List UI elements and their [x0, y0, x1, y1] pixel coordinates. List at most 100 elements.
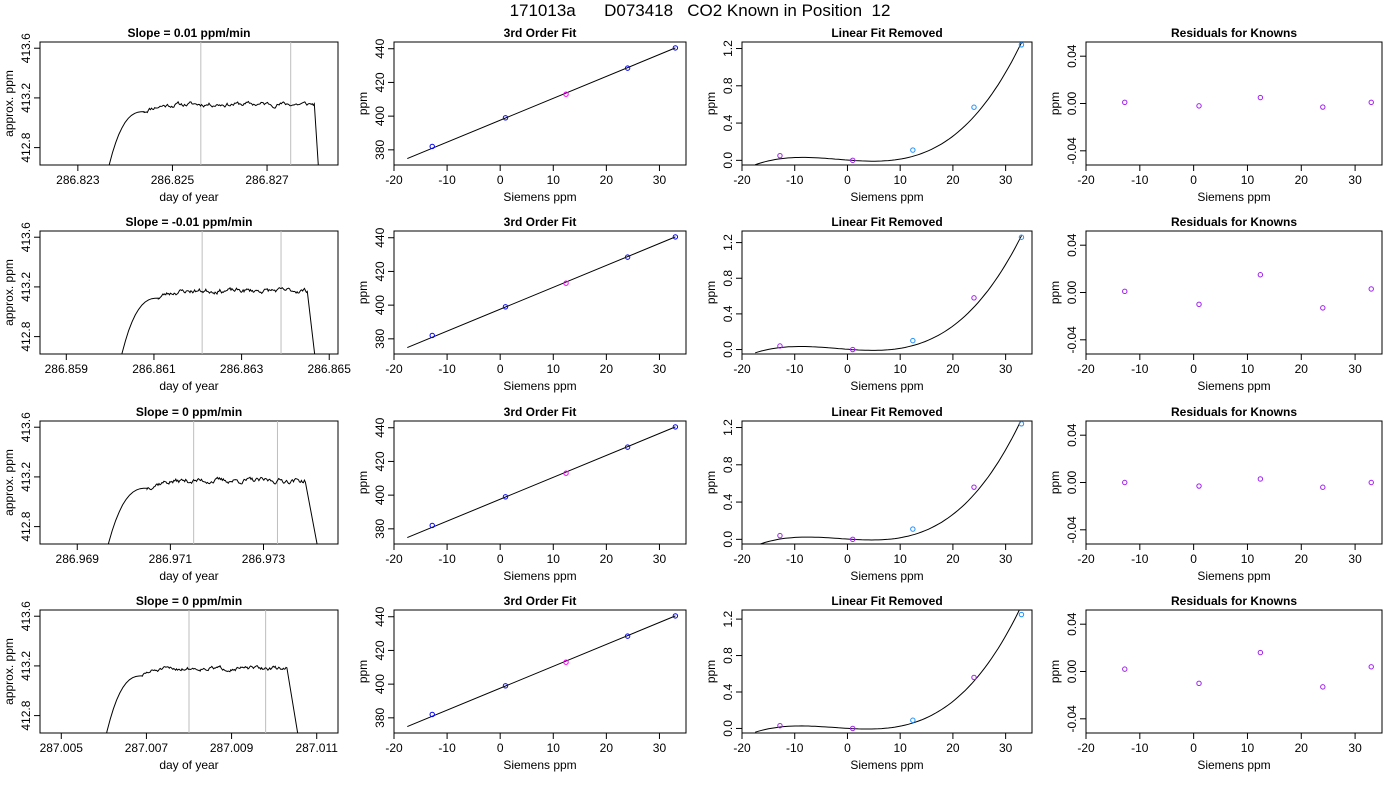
fit-curve	[755, 610, 1020, 733]
x-tick-label: 30	[1348, 741, 1362, 755]
x-tick-label: -20	[1077, 173, 1095, 187]
plot-frame	[1085, 41, 1383, 166]
x-tick-label: 10	[1241, 741, 1255, 755]
data-point	[624, 633, 631, 639]
data-point	[910, 147, 916, 153]
x-tick-label: 10	[1241, 173, 1255, 187]
plot-data	[106, 610, 299, 733]
x-tick-label: -10	[1131, 173, 1149, 187]
panel-r2-c3: Residuals for Knowns -20 -10 0 10 20 30 Siemens…	[1048, 405, 1383, 583]
x-tick-label: 286.859	[45, 362, 89, 376]
data-point	[672, 613, 679, 619]
y-tick-label: 0.4	[721, 114, 735, 131]
x-tick-label: 286.861	[132, 362, 176, 376]
y-tick-label: 0.0	[721, 531, 735, 548]
x-tick-label: -20	[385, 741, 403, 755]
panel-title: 3rd Order Fit	[504, 405, 577, 419]
plot-frame	[39, 420, 339, 545]
x-axis-label: Siemens ppm	[1197, 569, 1270, 583]
data-point	[1122, 99, 1128, 106]
x-tick-label: 10	[547, 362, 561, 376]
y-tick-label: 413.6	[19, 412, 33, 442]
x-tick-label: 287.009	[210, 741, 254, 755]
x-tick-label: 286.823	[56, 173, 100, 187]
data-point	[563, 91, 569, 97]
data-point	[624, 65, 631, 71]
y-axis-label: ppm	[1048, 281, 1062, 304]
data-point	[1368, 99, 1374, 106]
x-tick-label: -20	[1077, 741, 1095, 755]
x-tick-label: 10	[894, 552, 908, 566]
x-axis-label: Siemens ppm	[850, 190, 923, 204]
y-tick-label: 0.4	[721, 683, 735, 700]
y-tick-label: 412.8	[19, 321, 33, 351]
panel-title: Residuals for Knowns	[1171, 26, 1297, 40]
x-tick-label: -10	[1131, 552, 1149, 566]
data-point	[672, 234, 679, 240]
plot-data	[107, 421, 318, 544]
y-tick-label: 0.04	[1065, 612, 1079, 636]
y-tick-label: 413.2	[19, 651, 33, 681]
data-point	[850, 346, 856, 353]
panel-r3-c3: Residuals for Knowns -20 -10 0 10 20 30 Siemens…	[1048, 594, 1383, 772]
y-tick-label: 400	[373, 106, 387, 126]
data-point	[1018, 234, 1025, 240]
data-point	[971, 295, 977, 301]
panel-title: Linear Fit Removed	[831, 215, 942, 229]
data-point	[429, 522, 435, 529]
plot-data	[407, 615, 676, 728]
y-tick-label: 412.8	[19, 511, 33, 541]
panel-title: Residuals for Knowns	[1171, 215, 1297, 229]
x-tick-label: 287.007	[125, 741, 169, 755]
y-tick-label: 0.8	[721, 77, 735, 94]
panel-title: Slope = -0.01 ppm/min	[125, 215, 252, 229]
x-tick-label: 10	[1241, 552, 1255, 566]
plot-frame	[393, 609, 687, 734]
y-axis-label: approx. ppm	[2, 259, 16, 326]
data-point	[777, 152, 783, 159]
y-axis-label: approx. ppm	[2, 70, 16, 137]
x-tick-label: 287.011	[295, 741, 338, 755]
x-tick-label: 20	[1295, 741, 1309, 755]
data-point	[1018, 42, 1025, 48]
data-point	[1196, 680, 1202, 687]
x-tick-label: 30	[999, 552, 1013, 566]
x-tick-label: 286.863	[220, 362, 264, 376]
data-point	[1320, 305, 1326, 311]
x-tick-label: 0	[844, 173, 851, 187]
data-point	[1196, 483, 1202, 489]
x-axis-label: Siemens ppm	[1197, 190, 1270, 204]
plot-frame	[741, 420, 1033, 545]
x-tick-label: 10	[547, 173, 561, 187]
fit-curve	[755, 235, 1022, 354]
plot-frame	[1085, 420, 1383, 545]
x-axis-label: Siemens ppm	[850, 758, 923, 772]
x-tick-label: 286.865	[308, 362, 352, 376]
y-axis-label: ppm	[1048, 471, 1062, 494]
plot-data	[755, 235, 1022, 354]
data-point	[971, 484, 977, 490]
x-tick-label: 286.827	[245, 173, 289, 187]
y-tick-label: 0.00	[1065, 91, 1079, 115]
x-tick-label: 20	[1295, 173, 1309, 187]
y-tick-label: -0.04	[1065, 326, 1079, 354]
panel-r1-c3: Residuals for Knowns -20 -10 0 10 20 30 Siemens…	[1048, 215, 1383, 393]
x-tick-label: 286.969	[56, 552, 100, 566]
figure-title: 171013a D073418 CO2 Known in Position 12	[509, 1, 891, 20]
x-axis-label: Siemens ppm	[503, 379, 576, 393]
panel-title: Linear Fit Removed	[831, 594, 942, 608]
fit-curve	[758, 421, 1022, 544]
x-tick-label: -20	[385, 173, 403, 187]
panel-r3-c0: Slope = 0 ppm/min 287.005 287.007 287.009 28…	[2, 594, 339, 772]
x-axis-label: Siemens ppm	[1197, 379, 1270, 393]
analyzer-trace	[107, 476, 318, 544]
x-tick-label: 20	[600, 552, 614, 566]
x-tick-label: 20	[946, 741, 960, 755]
x-tick-label: 20	[600, 362, 614, 376]
data-point	[1122, 288, 1128, 295]
y-tick-label: 1.2	[721, 40, 735, 57]
data-point	[502, 683, 509, 689]
x-tick-label: 0	[1190, 552, 1197, 566]
data-point	[502, 115, 509, 121]
y-tick-label: 440	[373, 38, 387, 58]
